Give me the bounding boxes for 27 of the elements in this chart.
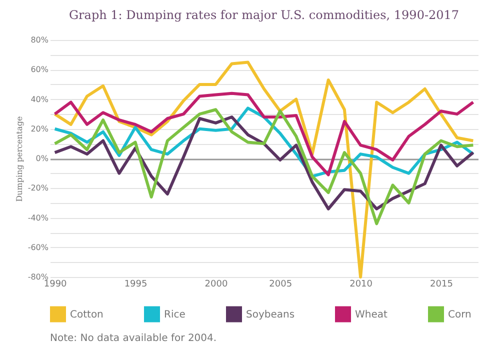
- x-tick-label: 2000: [204, 280, 228, 290]
- y-tick-label: -20%: [28, 184, 49, 193]
- y-tick-label: 80%: [30, 36, 49, 44]
- y-tick-label: 20%: [30, 124, 49, 134]
- y-tick-label: 60%: [30, 65, 49, 74]
- y-axis-title: Dumping percentage: [14, 116, 24, 202]
- line-series: [53, 92, 475, 176]
- x-tick-label: 1990: [44, 280, 68, 290]
- x-tick-label: 1995: [124, 280, 148, 290]
- line-series: [53, 116, 475, 210]
- line-series: [53, 108, 475, 226]
- y-tick-label: -80%: [28, 272, 49, 282]
- line-series: [53, 60, 475, 278]
- y-tick-label: -60%: [28, 242, 49, 252]
- legend-label: Cotton: [70, 309, 104, 320]
- legend-label: Corn: [448, 309, 472, 320]
- chart-title: Graph 1: Dumping rates for major U.S. commodities, 1990-2017: [68, 8, 460, 22]
- text: Note: No data available for 2004.: [50, 333, 217, 344]
- y-tick-label: -40%: [28, 213, 49, 222]
- legend-label: Wheat: [355, 309, 388, 320]
- legend-label: Soybeans: [246, 309, 295, 320]
- legend-label: Rice: [164, 309, 186, 320]
- x-tick-label: 2005: [269, 280, 292, 290]
- x-tick-label: 2015: [430, 280, 453, 290]
- x-tick-label: 2010: [350, 280, 373, 290]
- y-tick-label: 40%: [30, 94, 49, 104]
- y-tick-label: 0%: [36, 154, 49, 163]
